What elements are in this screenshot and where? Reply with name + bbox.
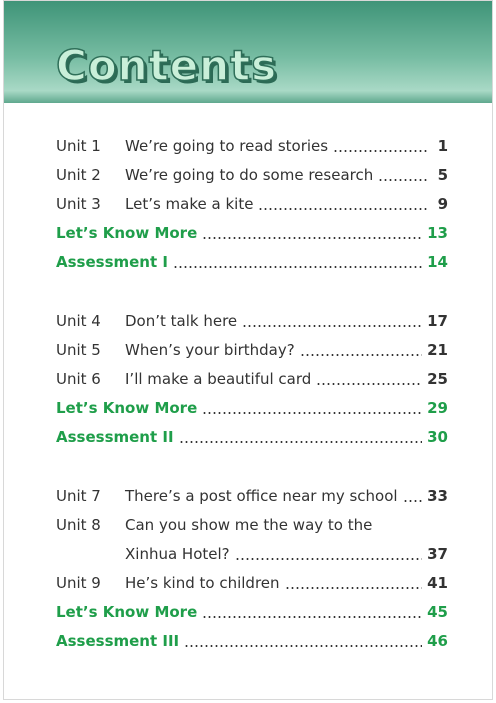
entry-title: Let’s Know More xyxy=(56,224,198,242)
unit-label: Unit 9 xyxy=(56,574,101,592)
entry-title: Let’s Know More xyxy=(56,603,198,621)
toc-row: Let’s Know More 13 xyxy=(56,219,448,248)
entry-title: There’s a post office near my school xyxy=(125,487,398,505)
page-number: 29 xyxy=(427,399,448,417)
page-number: 41 xyxy=(427,574,448,592)
entry-title: I’ll make a beautiful card xyxy=(125,370,312,388)
page-number: 14 xyxy=(427,253,448,271)
toc-row: Unit 7 There’s a post office near my scho… xyxy=(56,482,448,511)
toc-row: Unit 3 Let’s make a kite 9 xyxy=(56,190,448,219)
entry-title: Let’s Know More xyxy=(56,399,198,417)
leader-dots xyxy=(242,324,423,327)
page-number: 46 xyxy=(427,632,448,650)
table-of-contents: Unit 1 We’re going to read stories 1 Unit 2… xyxy=(56,132,448,686)
toc-row: Let’s Know More 45 xyxy=(56,598,448,627)
toc-row: Unit 8 Can you show me the way to the xyxy=(56,511,448,540)
entry-title: Can you show me the way to the xyxy=(125,516,373,534)
entry-title: Assessment I xyxy=(56,253,168,271)
toc-row: Assessment III 46 xyxy=(56,627,448,656)
leader-dots xyxy=(172,265,423,268)
page-number: 9 xyxy=(437,195,448,213)
leader-dots xyxy=(202,411,423,414)
toc-row: Let’s Know More 29 xyxy=(56,394,448,423)
leader-dots xyxy=(299,353,423,356)
leader-dots xyxy=(284,586,423,589)
page-number: 21 xyxy=(427,341,448,359)
page-number: 37 xyxy=(427,545,448,563)
unit-label: Unit 8 xyxy=(56,516,101,534)
entry-title: When’s your birthday? xyxy=(125,341,295,359)
unit-label: Unit 3 xyxy=(56,195,101,213)
entry-title: Let’s make a kite xyxy=(125,195,254,213)
leader-dots xyxy=(333,149,429,152)
unit-label: Unit 6 xyxy=(56,370,101,388)
toc-section: Unit 7 There’s a post office near my scho… xyxy=(56,482,448,656)
toc-row: Assessment II 30 xyxy=(56,423,448,452)
toc-section: Unit 1 We’re going to read stories 1 Unit 2… xyxy=(56,132,448,277)
page-number: 33 xyxy=(427,487,448,505)
entry-title: Xinhua Hotel? xyxy=(125,545,230,563)
toc-row: Xinhua Hotel? 37 xyxy=(56,540,448,569)
entry-title: Don’t talk here xyxy=(125,312,238,330)
toc-row: Unit 4 Don’t talk here 17 xyxy=(56,307,448,336)
leader-dots xyxy=(258,207,429,210)
leader-dots xyxy=(178,440,423,443)
page-number: 45 xyxy=(427,603,448,621)
unit-label: Unit 1 xyxy=(56,137,101,155)
unit-label: Unit 5 xyxy=(56,341,101,359)
toc-row: Unit 1 We’re going to read stories 1 xyxy=(56,132,448,161)
toc-row: Unit 9 He’s kind to children 41 xyxy=(56,569,448,598)
page: Contents Unit 1 We’re going to read stori… xyxy=(3,0,493,700)
toc-row: Unit 5 When’s your birthday? 21 xyxy=(56,336,448,365)
leader-dots xyxy=(234,557,423,560)
page-number: 13 xyxy=(427,224,448,242)
toc-row: Unit 2 We’re going to do some research 5 xyxy=(56,161,448,190)
leader-dots xyxy=(316,382,423,385)
header-band: Contents xyxy=(4,1,492,103)
leader-dots xyxy=(202,236,423,239)
entry-title: We’re going to read stories xyxy=(125,137,329,155)
toc-row: Assessment I 14 xyxy=(56,248,448,277)
page-number: 17 xyxy=(427,312,448,330)
unit-label: Unit 2 xyxy=(56,166,101,184)
entry-title: We’re going to do some research xyxy=(125,166,374,184)
toc-row: Unit 6 I’ll make a beautiful card 25 xyxy=(56,365,448,394)
unit-label: Unit 4 xyxy=(56,312,101,330)
entry-title: He’s kind to children xyxy=(125,574,280,592)
leader-dots xyxy=(378,178,429,181)
leader-dots xyxy=(202,615,423,618)
entry-title: Assessment II xyxy=(56,428,174,446)
leader-dots xyxy=(184,644,423,647)
page-number: 30 xyxy=(427,428,448,446)
page-number: 5 xyxy=(437,166,448,184)
leader-dots xyxy=(402,499,423,502)
toc-section: Unit 4 Don’t talk here 17 Unit 5 When’s your… xyxy=(56,307,448,452)
page-number: 1 xyxy=(437,137,448,155)
page-number: 25 xyxy=(427,370,448,388)
unit-label: Unit 7 xyxy=(56,487,101,505)
entry-title: Assessment III xyxy=(56,632,180,650)
title: Contents xyxy=(55,40,278,91)
